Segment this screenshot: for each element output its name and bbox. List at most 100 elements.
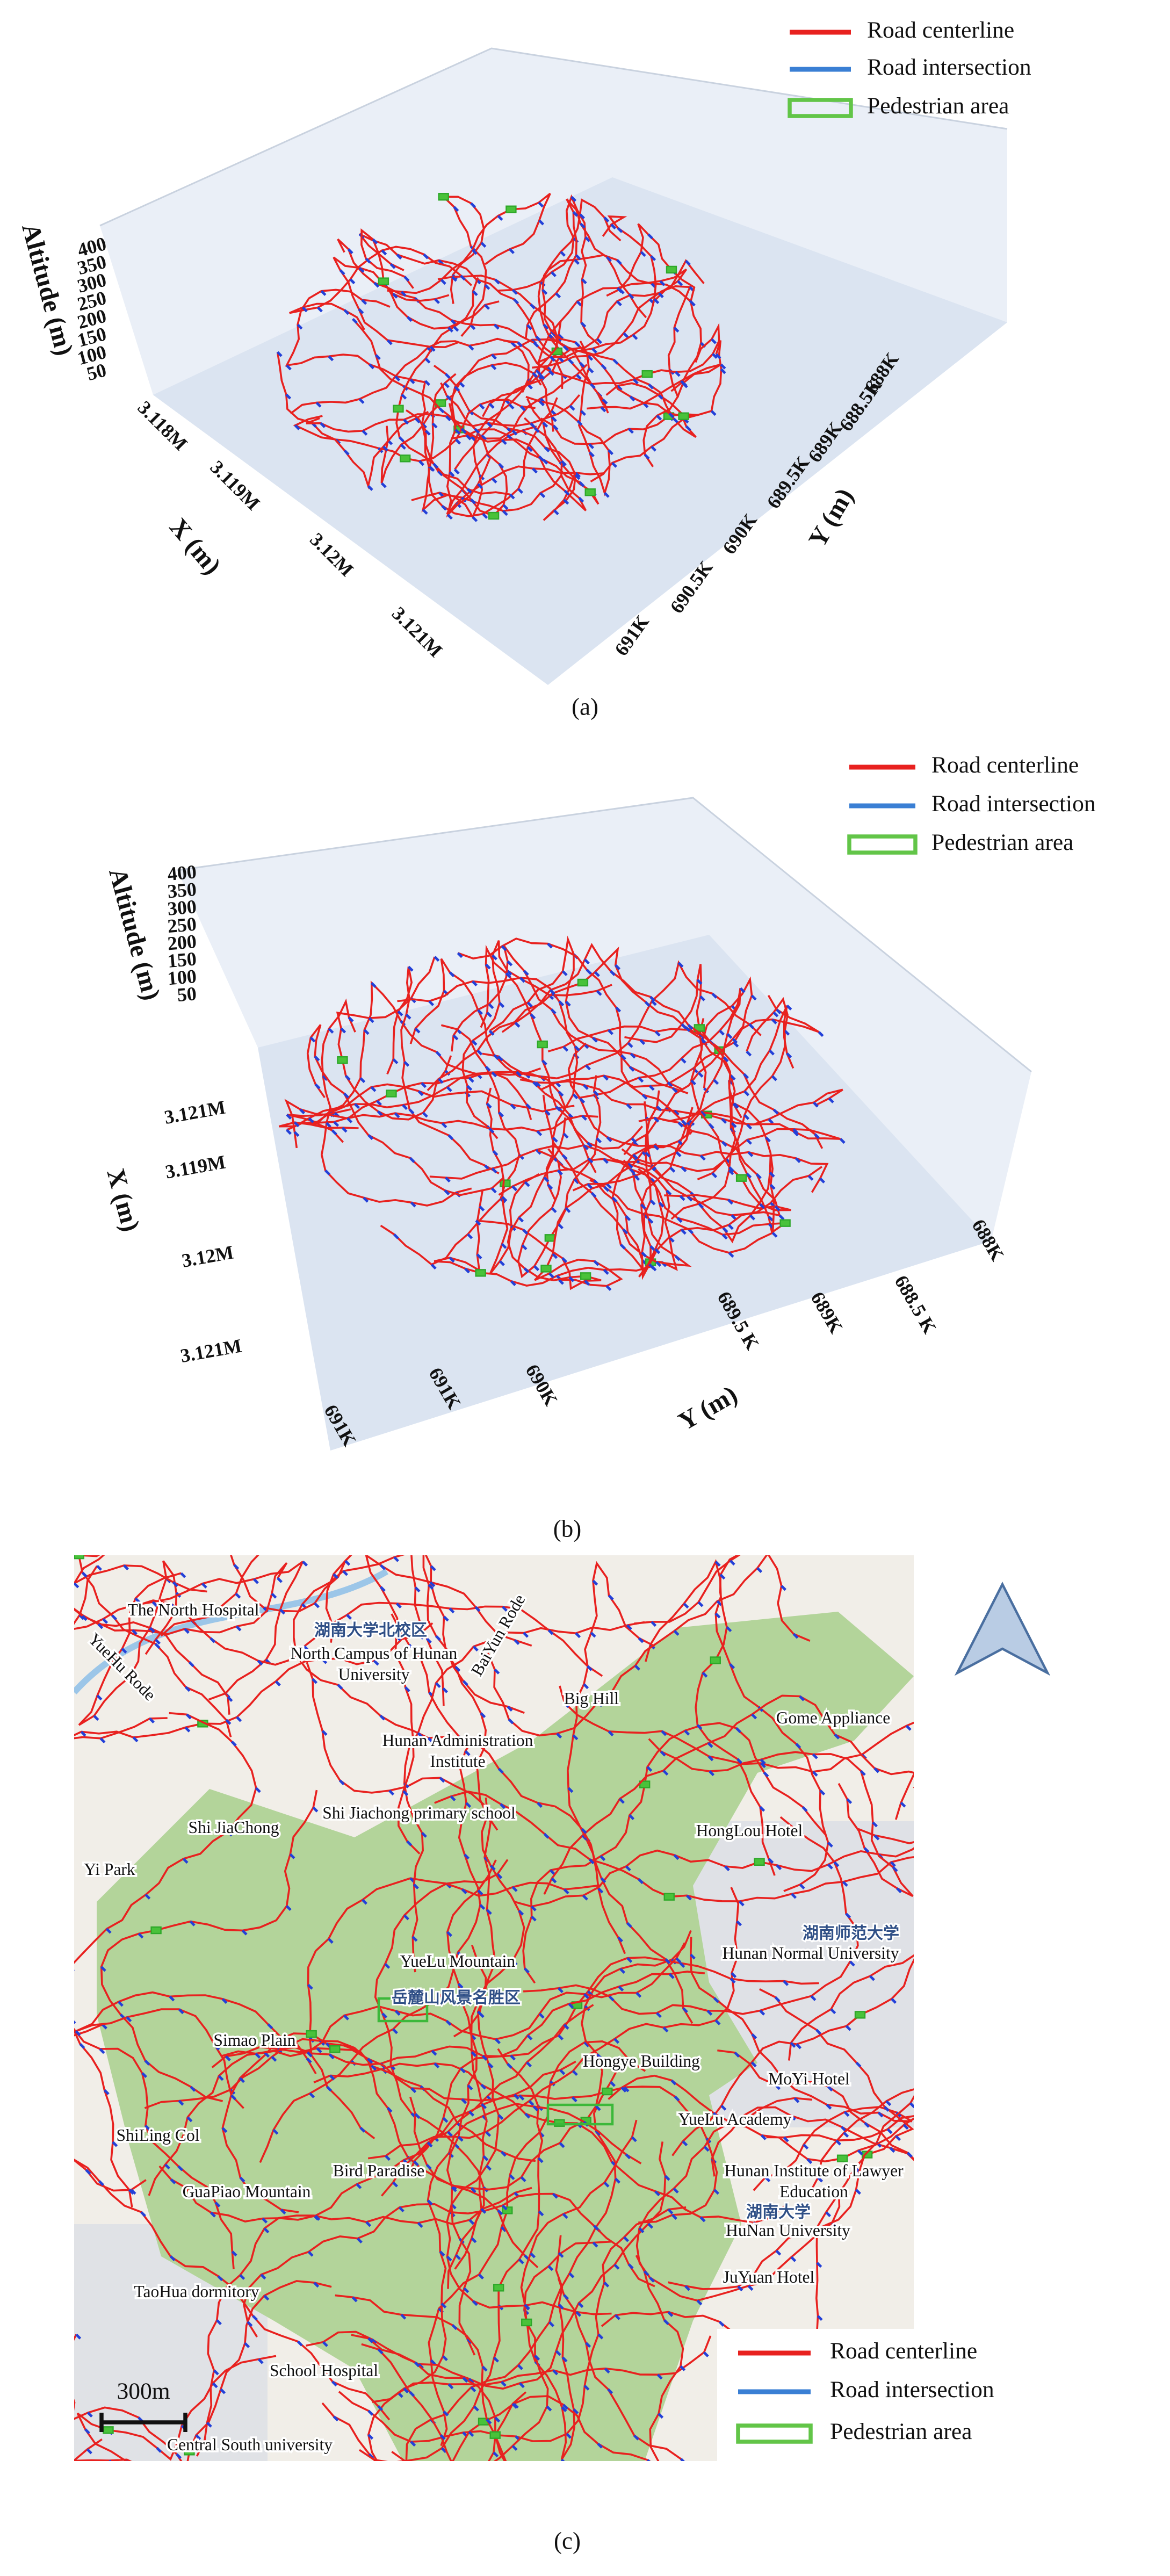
road-intersection [619,1968,625,1974]
road-intersection [541,288,548,295]
road-intersection [759,2009,765,2016]
road-intersection [486,2418,492,2425]
road-intersection [747,1151,754,1157]
road-intersection [525,1103,532,1109]
road-intersection [440,2303,447,2309]
map-label: 岳麓山风景名胜区 [392,1989,521,2008]
road-intersection [699,1154,706,1161]
road-intersection [486,1909,492,1915]
road-intersection [370,1086,377,1092]
road-intersection [597,2442,603,2449]
pedestrian-area [836,2154,848,2162]
road-intersection [664,2175,670,2181]
road-centerline [429,1144,678,1271]
road-intersection [494,323,500,330]
map-label: 湖南大学北校区 [314,1621,427,1640]
road-intersection [480,242,487,248]
road-intersection [714,2019,721,2025]
road-intersection [338,1779,345,1786]
road-intersection [830,2008,836,2015]
road-intersection [530,303,536,309]
road-intersection [572,1734,579,1741]
road-intersection [801,1806,808,1812]
road-intersection [214,2044,220,2051]
road-centerline [284,1099,598,1149]
road-intersection [721,1233,728,1240]
road-intersection [746,2118,752,2124]
road-intersection [413,2160,419,2167]
road-intersection [230,1741,237,1747]
road-intersection [629,1168,635,1174]
scale-bar [99,2413,187,2433]
road-intersection [227,1696,233,1702]
road-intersection [613,2263,620,2270]
road-intersection [484,304,490,310]
pedestrian-area [678,412,689,420]
road-intersection [476,1961,483,1967]
road-intersection [603,2281,610,2288]
road-intersection [673,1629,680,1636]
road-intersection [601,364,607,370]
road-intersection [429,1581,436,1588]
road-intersection [651,445,657,452]
road-intersection [395,1635,401,1641]
road-intersection [884,2105,890,2112]
road-intersection [524,2112,531,2119]
pedestrian-area [537,1040,548,1049]
road-intersection [640,1203,646,1210]
road-intersection [103,2089,110,2095]
road-intersection [843,2111,850,2117]
road-intersection [220,2388,226,2394]
road-intersection [603,2182,610,2188]
road-intersection [543,1832,550,1839]
road-intersection [826,2103,832,2110]
road-intersection [583,958,590,965]
road-intersection [605,1285,612,1291]
road-intersection [616,287,623,293]
road-intersection [577,2302,584,2308]
road-intersection [78,1614,85,1620]
road-intersection [517,488,523,494]
road-intersection [604,2368,610,2374]
road-intersection [674,2095,680,2102]
road-intersection [477,483,483,489]
road-centerline [481,259,705,417]
road-intersection [431,422,438,429]
road-intersection [551,1207,557,1214]
road-intersection [735,1727,741,1734]
road-intersection [703,2146,710,2152]
road-intersection [417,1732,423,1738]
road-intersection [372,238,378,244]
road-intersection [427,1737,434,1743]
road-intersection [573,2408,579,2414]
road-intersection [673,327,680,333]
river [74,1568,389,1695]
road-intersection [424,357,431,364]
road-intersection [550,1869,555,1875]
road-intersection [437,2473,442,2478]
road-intersection [653,1144,660,1151]
road-centerline [589,1102,775,1254]
road-intersection [556,1733,562,1739]
road-intersection [492,1150,499,1156]
z-tick-label: 300 [167,896,197,920]
road-intersection [454,429,461,435]
panel-b: Road centerline Road intersection Pedestri… [101,752,1095,1542]
road-intersection [632,1153,639,1160]
road-intersection [608,449,614,456]
road-centerline [572,1005,795,1192]
road-intersection [658,2413,664,2419]
road-intersection [449,1607,455,1614]
pedestrian-area [400,454,411,463]
road-intersection [756,1567,763,1573]
road-intersection [608,1995,615,2002]
road-intersection [731,1122,737,1128]
road-intersection [518,2382,525,2389]
road-intersection [586,969,592,975]
road-intersection [428,1000,435,1006]
road-intersection [466,488,473,494]
road-intersection [627,428,634,434]
road-intersection [333,1573,339,1579]
road-intersection [707,1755,714,1762]
road-intersection [524,2304,530,2310]
